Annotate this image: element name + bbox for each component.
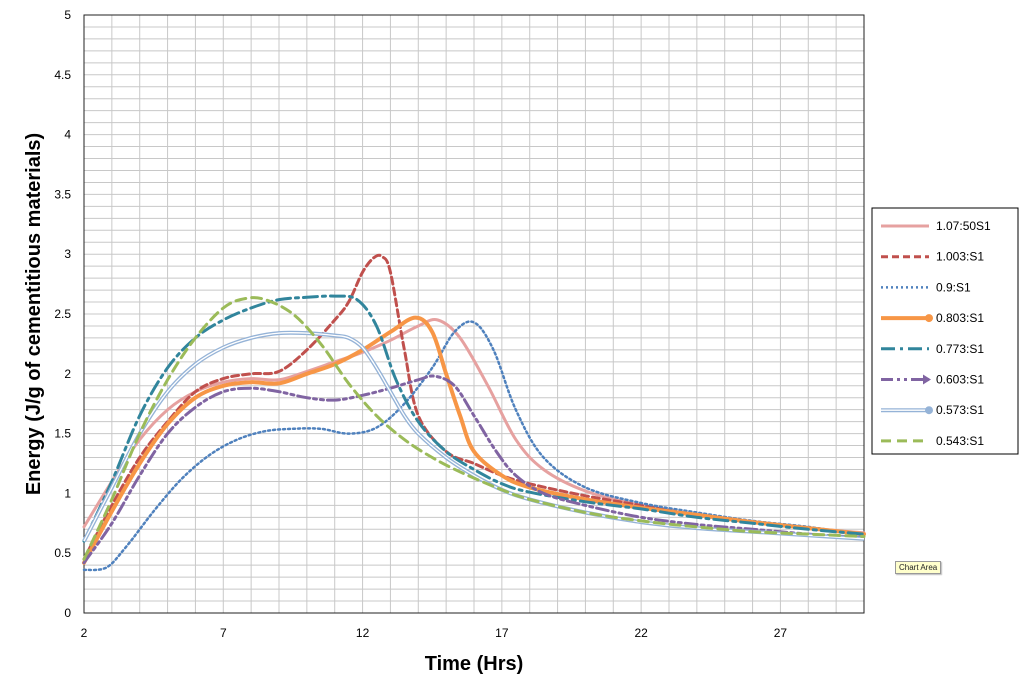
legend-item[interactable]: 1.07:50S1	[881, 219, 991, 233]
series-line-5[interactable]	[82, 374, 866, 565]
y-tick-label: 4	[64, 128, 71, 142]
legend-label: 0.603:S1	[936, 373, 984, 387]
legend[interactable]: 1.07:50S1 1.003:S1 0.9:S1 0.803:S1 0.773:S1 0…	[871, 207, 1019, 455]
y-tick-label: 4.5	[54, 68, 71, 82]
tick-labels: 00.511.522.533.544.552 7 12 17 22 27	[54, 8, 787, 640]
x-tick-label: 27	[774, 626, 788, 640]
plot-area	[83, 14, 865, 614]
series-path	[82, 374, 866, 565]
legend-box	[871, 207, 1019, 455]
legend-marker	[925, 314, 933, 323]
legend-marker	[923, 374, 931, 385]
legend-item[interactable]: 0.803:S1	[881, 311, 984, 325]
x-tick-label: 22	[634, 626, 648, 640]
series-path	[82, 253, 866, 561]
x-tick-label: 2	[81, 626, 88, 640]
x-tick-label: 17	[495, 626, 509, 640]
series-path	[82, 320, 866, 572]
x-tick-label: 12	[356, 626, 370, 640]
y-tick-label: 3.5	[54, 187, 71, 201]
series-line-6[interactable]	[82, 330, 865, 543]
y-tick-label: 1.5	[54, 427, 71, 441]
series-path	[82, 294, 866, 543]
legend-label: 0.573:S1	[936, 403, 984, 417]
y-axis-title: Energy (J/g of cementitious materials)	[23, 133, 45, 495]
legend-label: 1.003:S1	[936, 250, 984, 264]
series-line-2[interactable]	[82, 320, 866, 572]
series-path-inner	[83, 331, 865, 542]
legend-item[interactable]: 1.003:S1	[881, 250, 984, 264]
legend-label: 0.9:S1	[936, 280, 971, 294]
legend-item[interactable]: 0.9:S1	[881, 280, 971, 294]
y-tick-label: 2	[64, 367, 71, 381]
legend-item[interactable]: 0.543:S1	[881, 434, 984, 448]
y-tick-label: 3	[64, 247, 71, 261]
legend-item[interactable]: 0.573:S1	[881, 403, 984, 417]
series-line-1[interactable]	[82, 253, 866, 561]
x-axis-title: Time (Hrs)	[425, 653, 524, 675]
legend-marker	[925, 406, 933, 415]
legend-label: 0.803:S1	[936, 311, 984, 325]
series-layer	[82, 253, 866, 572]
x-tick-label: 7	[220, 626, 227, 640]
y-tick-label: 0	[64, 606, 71, 620]
series-path	[82, 296, 866, 561]
legend-item[interactable]: 0.603:S1	[881, 373, 984, 387]
legend-label: 0.543:S1	[936, 434, 984, 448]
y-tick-label: 1	[64, 486, 71, 500]
y-tick-label: 0.5	[54, 546, 71, 560]
y-tick-label: 2.5	[54, 307, 71, 321]
legend-label: 0.773:S1	[936, 342, 984, 356]
legend-item[interactable]: 0.773:S1	[881, 342, 984, 356]
series-line-4[interactable]	[82, 294, 866, 543]
y-tick-label: 5	[64, 8, 71, 22]
legend-label: 1.07:50S1	[936, 219, 991, 233]
series-line-7[interactable]	[82, 296, 866, 561]
chart-area-tooltip: Chart Area	[895, 561, 942, 574]
